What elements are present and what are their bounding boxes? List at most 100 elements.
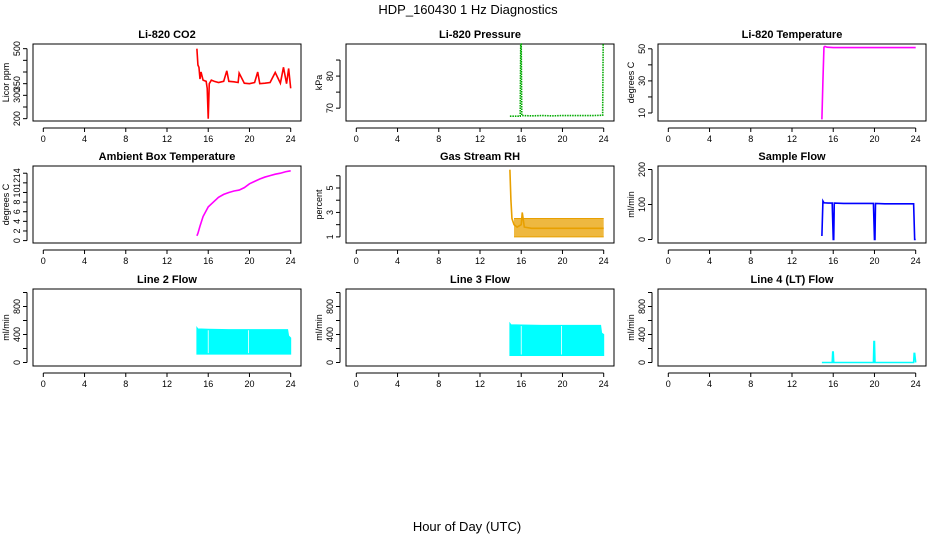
x-tick-label: 20 (869, 134, 879, 144)
x-tick-label: 20 (869, 256, 879, 266)
x-tick-label: 12 (475, 379, 485, 389)
y-tick-label: 30 (637, 76, 647, 86)
x-tick-label: 20 (244, 134, 254, 144)
y-tick-label: 5 (325, 185, 335, 190)
x-tick-label: 16 (203, 256, 213, 266)
series-area-line-2-upper (196, 325, 292, 355)
series-band-rh (514, 218, 604, 237)
chart-panel-6: Sample Flow 0 4 8 12 16 20 24 0 100 200 ml/min (626, 151, 927, 266)
series-line-box-temperature (196, 170, 291, 237)
y-tick-label: 80 (325, 71, 335, 81)
x-tick-label: 4 (82, 256, 87, 266)
x-tick-label: 8 (123, 379, 128, 389)
y-axis: 70 80 (325, 59, 341, 113)
x-tick-label: 8 (123, 256, 128, 266)
series-line-co2 (196, 48, 292, 119)
y-axis: 10 30 50 (637, 44, 653, 118)
y-tick-label: 6 (12, 209, 22, 214)
y-axis: 0 100 200 (637, 162, 653, 242)
x-tick-label: 4 (707, 379, 712, 389)
y-tick-label: 0 (12, 360, 22, 365)
x-tick-label: 24 (599, 256, 609, 266)
x-tick-label: 8 (123, 134, 128, 144)
y-axis: 0 400 800 (325, 292, 341, 365)
x-tick-label: 24 (599, 134, 609, 144)
series-group (196, 170, 291, 237)
panel-title: Li-820 Temperature (742, 29, 843, 41)
x-tick-label: 8 (436, 134, 441, 144)
x-tick-label: 8 (748, 256, 753, 266)
x-tick-label: 8 (436, 256, 441, 266)
y-tick-label: 400 (637, 327, 647, 342)
series-line-pressure (509, 43, 604, 117)
x-tick-label: 0 (666, 256, 671, 266)
x-axis: 0 4 8 12 16 20 24 (41, 127, 296, 144)
series-group (821, 340, 917, 364)
x-tick-label: 0 (41, 134, 46, 144)
x-tick-label: 8 (748, 379, 753, 389)
y-tick-label: 800 (325, 299, 335, 314)
series-group (196, 325, 292, 355)
y-tick-label: 10 (637, 108, 647, 118)
x-tick-label: 12 (162, 134, 172, 144)
x-tick-label: 16 (828, 134, 838, 144)
y-axis: 0 400 800 (12, 292, 28, 365)
x-tick-label: 0 (666, 379, 671, 389)
x-tick-label: 0 (666, 134, 671, 144)
series-line-sample-flow (821, 198, 916, 241)
x-tick-label: 8 (748, 134, 753, 144)
series-group (509, 321, 605, 356)
y-tick-label: 3 (325, 210, 335, 215)
x-axis: 0 4 8 12 16 20 24 (354, 127, 609, 144)
y-tick-label: 0 (12, 238, 22, 243)
x-tick-label: 24 (286, 256, 296, 266)
panel-title: Line 4 (LT) Flow (751, 274, 834, 286)
x-tick-label: 24 (911, 379, 921, 389)
x-tick-label: 16 (516, 134, 526, 144)
y-axis-label: ml/min (626, 191, 636, 218)
x-tick-label: 0 (354, 256, 359, 266)
y-axis-label: ml/min (314, 314, 324, 341)
x-axis: 0 4 8 12 16 20 24 (666, 249, 921, 266)
series-group (821, 198, 916, 241)
x-tick-label: 4 (395, 256, 400, 266)
figure-title: HDP_160430 1 Hz Diagnostics (378, 2, 558, 17)
y-tick-label: 2 (12, 228, 22, 233)
x-tick-label: 4 (395, 379, 400, 389)
x-tick-label: 12 (475, 134, 485, 144)
y-tick-label: 12 (12, 178, 22, 188)
y-tick-label: 350 (12, 76, 22, 91)
plot-frame (345, 165, 615, 244)
y-axis-label: Licor ppm (1, 63, 11, 103)
y-tick-label: 0 (637, 360, 647, 365)
x-tick-label: 16 (203, 379, 213, 389)
y-tick-label: 0 (637, 237, 647, 242)
x-tick-label: 0 (41, 379, 46, 389)
y-axis-label: ml/min (626, 314, 636, 341)
panel-title: Line 3 Flow (450, 274, 510, 286)
y-tick-label: 400 (12, 327, 22, 342)
panel-title: Line 2 Flow (137, 274, 197, 286)
series-line-temperature (821, 45, 916, 120)
y-tick-label: 200 (637, 162, 647, 177)
x-tick-label: 20 (244, 256, 254, 266)
x-tick-label: 20 (557, 379, 567, 389)
x-tick-label: 12 (475, 256, 485, 266)
x-tick-label: 20 (557, 256, 567, 266)
x-tick-label: 16 (516, 379, 526, 389)
x-tick-label: 24 (599, 379, 609, 389)
plot-frame (657, 43, 927, 122)
x-tick-label: 12 (787, 379, 797, 389)
x-axis: 0 4 8 12 16 20 24 (666, 127, 921, 144)
y-tick-label: 100 (637, 197, 647, 212)
x-axis: 0 4 8 12 16 20 24 (354, 372, 609, 389)
series-group (821, 45, 916, 120)
plot-frame (32, 165, 302, 244)
